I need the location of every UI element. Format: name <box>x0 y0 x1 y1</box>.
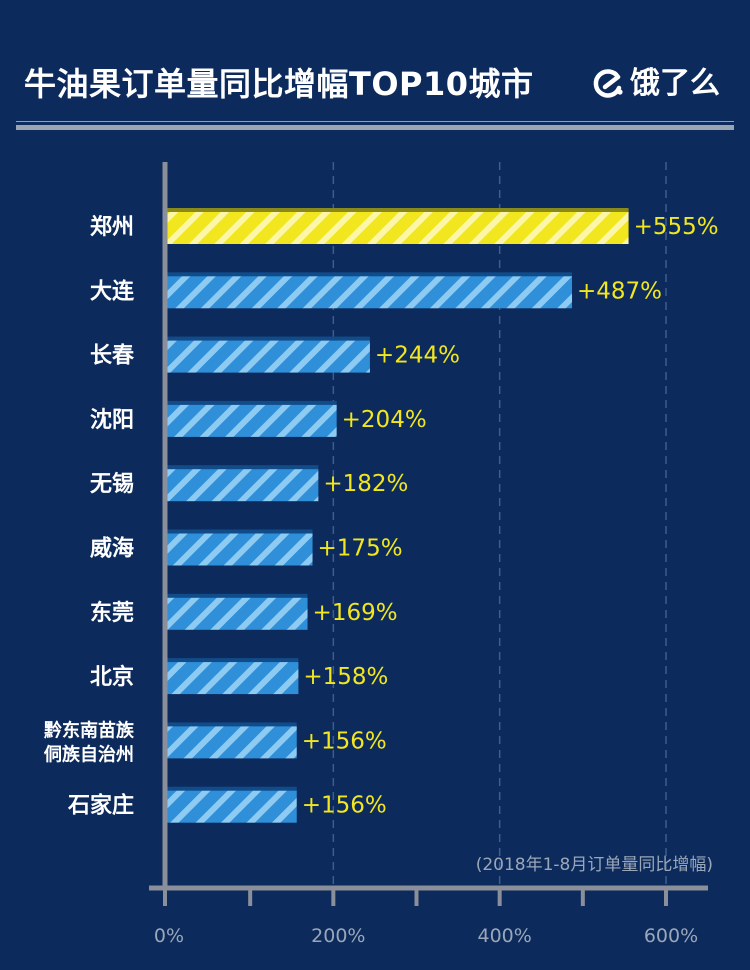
x-tick-label: 600% <box>644 925 698 947</box>
x-tick-label: 400% <box>478 925 532 947</box>
category-label: 长春 <box>90 344 134 369</box>
bar <box>167 469 319 502</box>
category-label: 无锡 <box>90 472 134 497</box>
bar <box>167 404 337 437</box>
data-label: +158% <box>303 664 388 690</box>
bar <box>167 790 297 823</box>
bar <box>167 726 297 759</box>
bar-shadow <box>167 336 370 342</box>
data-label: +487% <box>577 278 662 304</box>
data-label: +169% <box>313 600 398 626</box>
axes: 0% 200% 400% 600% <box>149 162 708 947</box>
eleme-logo-icon <box>593 69 623 98</box>
header-divider <box>16 125 734 130</box>
category-label: 石家庄 <box>67 793 134 819</box>
bars <box>167 208 629 823</box>
bar <box>167 276 573 309</box>
bar <box>167 340 370 373</box>
brand-logo: 饿了么 <box>590 64 720 104</box>
bar-shadow <box>167 658 299 664</box>
brand-name: 饿了么 <box>630 66 720 101</box>
grid-lines <box>332 162 667 886</box>
bar-shadow <box>167 529 313 535</box>
bar <box>167 212 629 244</box>
bar-shadow <box>167 465 319 471</box>
category-label: 北京 <box>90 664 134 690</box>
bar-shadow <box>167 400 337 406</box>
category-label: 侗族自治州 <box>43 743 134 765</box>
bar <box>167 662 299 695</box>
chart-title: 牛油果订单量同比增幅TOP10城市 <box>24 65 534 103</box>
x-tick-label: 200% <box>311 925 365 947</box>
category-label: 黔东南苗族 <box>44 719 135 741</box>
category-label: 威海 <box>90 536 134 562</box>
chart-note: (2018年1-8月订单量同比增幅) <box>476 855 713 875</box>
bar-shadow <box>167 786 297 792</box>
data-label: +156% <box>302 793 387 819</box>
category-label: 沈阳 <box>90 408 134 433</box>
x-tick-label: 0% <box>154 925 184 947</box>
data-label: +555% <box>634 214 719 240</box>
bar <box>167 533 313 566</box>
category-label: 郑州 <box>90 215 134 240</box>
data-label: +156% <box>302 728 387 754</box>
data-label: +175% <box>318 536 403 562</box>
category-label: 大连 <box>90 278 135 304</box>
bar-shadow <box>167 722 297 728</box>
header-divider-thin <box>16 121 734 122</box>
bar-shadow <box>167 208 629 213</box>
bar <box>167 597 308 630</box>
bar-shadow <box>167 272 573 278</box>
data-label: +204% <box>342 407 427 433</box>
data-label: +244% <box>375 343 460 369</box>
labels: +555% 郑州 +487% 大连 +244% 长春 +204% 沈阳 +182% 无锡 +175%… <box>43 214 719 819</box>
bar-shadow <box>167 593 308 599</box>
data-label: +182% <box>323 471 408 497</box>
category-label: 东莞 <box>90 600 134 626</box>
